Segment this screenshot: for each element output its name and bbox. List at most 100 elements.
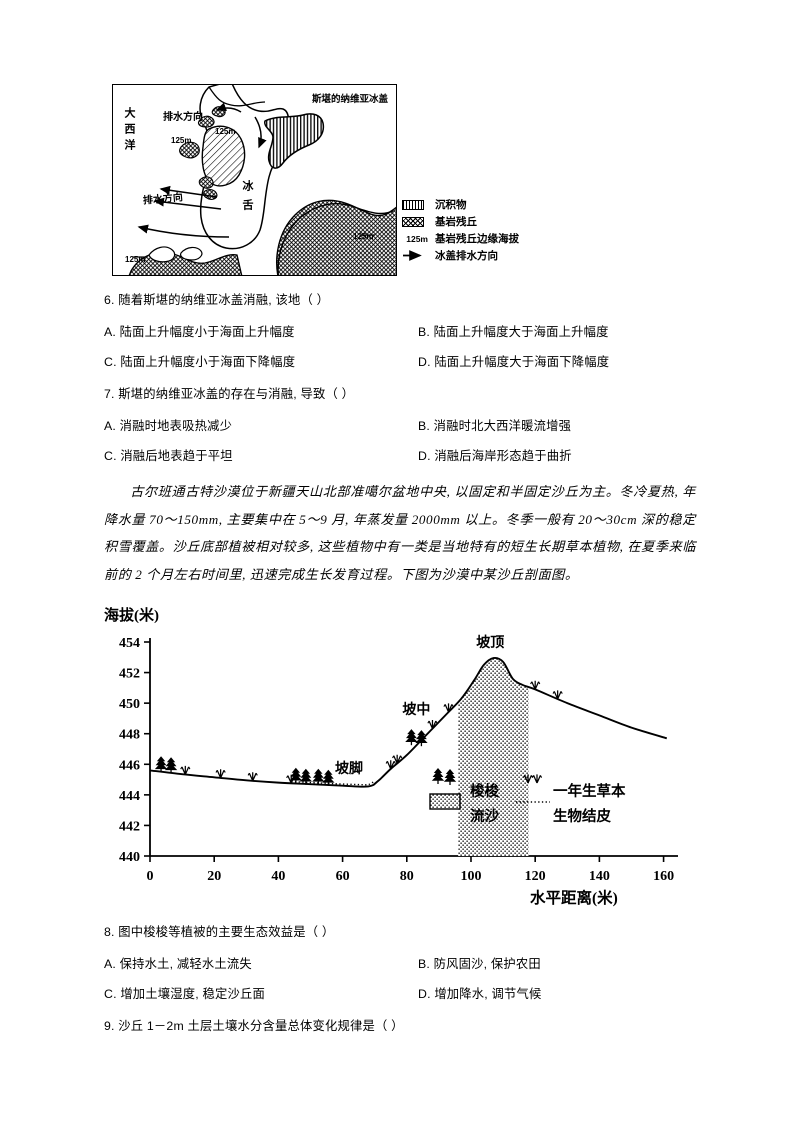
- legend-label-bedrock: 基岩残丘: [435, 216, 477, 228]
- x-tick-label-140: 140: [589, 869, 610, 884]
- legend-label-sediment: 沉积物: [435, 199, 467, 211]
- legend-row-sediment: 沉积物: [402, 196, 592, 213]
- y-tick-label-448: 448: [119, 728, 140, 743]
- x-tick-label-20: 20: [207, 869, 221, 884]
- question-6-option-d[interactable]: D. 陆面上升幅度大于海面下降幅度: [418, 355, 610, 369]
- biological-crust-line: [291, 780, 376, 786]
- question-8-option-c[interactable]: C. 增加土壤湿度, 稳定沙丘面: [104, 987, 266, 1001]
- x-tick-label-60: 60: [336, 869, 350, 884]
- bedrock-swatch-icon: [402, 216, 428, 227]
- saxaul-tree-icon-3: [404, 728, 429, 747]
- saxaul-tree-icon-1: [289, 767, 313, 786]
- chart-legend-label-annual-herb: 一年生草本: [553, 784, 626, 800]
- sediment-body: [264, 113, 325, 169]
- shoreline-upper: [208, 86, 266, 107]
- bedrock-ridge-line: [277, 203, 394, 275]
- y-tick-label-440: 440: [119, 850, 140, 865]
- saxaul-tree-icon-2: [311, 768, 336, 787]
- sediment-swatch-icon: [402, 199, 428, 210]
- small-rock-d: [198, 176, 214, 189]
- legend-elevation-value: 125m: [406, 233, 428, 244]
- passage-text: 古尔班通古特沙漠位于新疆天山北部准噶尔盆地中央, 以固定和半固定沙丘为主。冬冷夏…: [104, 484, 696, 582]
- question-6-option-c[interactable]: C. 陆面上升幅度小于海面下降幅度: [104, 355, 296, 369]
- question-8-option-b[interactable]: B. 防风固沙, 保护农田: [418, 957, 541, 971]
- annotation-slope-foot: 坡脚: [335, 762, 363, 778]
- annotation-slope-top: 坡顶: [476, 635, 505, 651]
- y-tick-label-452: 452: [119, 667, 140, 682]
- x-axis-title: 水平距离(米): [530, 890, 618, 907]
- small-rock-c: [179, 141, 200, 159]
- drainage-arrow-left-2: [153, 197, 222, 210]
- elevation-label-c: 125m: [353, 232, 374, 241]
- y-tick-label-446: 446: [119, 758, 140, 773]
- question-6-option-a[interactable]: A. 陆面上升幅度小于海面上升幅度: [104, 325, 295, 339]
- legend-row-bedrock: 基岩残丘: [402, 213, 592, 230]
- small-rock-a: [197, 115, 215, 128]
- map-frame: 斯堪的纳维亚冰盖 大西洋 排水方向 排水方向 冰舌 125m 125m 125m…: [112, 84, 397, 276]
- map-drawing: [128, 85, 396, 275]
- arrow-icon: [402, 250, 428, 261]
- legend-saxaul-icon: [431, 767, 445, 785]
- annual-herb-icon-2: [247, 771, 258, 782]
- atlantic-ocean-label: 大西洋: [123, 107, 135, 155]
- annotation-mid-slope: 坡中: [402, 702, 431, 718]
- bedrock-hole-a: [148, 246, 176, 263]
- drainage-arrow-left-1: [159, 185, 218, 198]
- question-6-option-b[interactable]: B. 陆面上升幅度大于海面上升幅度: [418, 325, 609, 339]
- question-6-stem: 6. 随着斯堪的纳维亚冰盖消融, 该地（ ）: [104, 293, 330, 307]
- question-7-option-c[interactable]: C. 消融后地表趋于平坦: [104, 449, 233, 463]
- drainage-direction-label-top: 排水方向: [163, 112, 203, 123]
- question-7-option-a[interactable]: A. 消融时地表吸热减少: [104, 419, 233, 433]
- map-legend: 沉积物 基岩残丘 125m 基岩残丘边缘海拔 冰盖排水方向: [402, 196, 592, 264]
- flowing-sand-fill: [458, 657, 529, 856]
- chart-legend-group: [429, 767, 550, 810]
- legend-row-drainage: 冰盖排水方向: [402, 247, 592, 264]
- terrain-profile-line: [149, 656, 668, 788]
- map-title: 斯堪的纳维亚冰盖: [311, 94, 388, 105]
- chart-canvas: 440 442 444 446 448 450 452 454 0 20 40 60 80 100 120 1…: [119, 636, 678, 884]
- y-axis-title: 海拔(米): [104, 608, 159, 624]
- saxaul-glyph: [164, 756, 178, 774]
- question-8-option-a[interactable]: A. 保持水土, 减轻水土流失: [104, 957, 252, 971]
- x-tick-label-80: 80: [400, 869, 414, 884]
- x-tick-label-120: 120: [525, 869, 546, 884]
- drainage-arrow-inner: [254, 116, 267, 149]
- ice-tongue-label: 冰舌: [241, 180, 253, 218]
- y-tick-label-454: 454: [119, 636, 140, 651]
- y-tick-label-450: 450: [119, 697, 140, 712]
- legend-label-drainage: 冰盖排水方向: [435, 250, 498, 262]
- question-7-option-b[interactable]: B. 消融时北大西洋暖流增强: [418, 419, 572, 433]
- question-7-option-d[interactable]: D. 消融后海岸形态趋于曲折: [418, 449, 572, 463]
- question-8-stem: 8. 图中梭梭等植被的主要生态效益是（ ）: [104, 925, 335, 939]
- drainage-arrow-left-3: [137, 224, 230, 238]
- annual-herb-icon-0: [180, 765, 191, 776]
- scandinavian-ice-sheet-map: 斯堪的纳维亚冰盖 大西洋 排水方向 排水方向 冰舌 125m 125m 125m…: [112, 84, 397, 276]
- dune-profile-chart: 海拔(米) 水平距离(米) 440 442 444 446 448 450 452 454 0: [98, 604, 698, 909]
- elevation-label-a: 125m: [171, 136, 192, 145]
- legend-label-elevation: 基岩残丘边缘海拔: [435, 233, 519, 245]
- y-tick-label-442: 442: [119, 819, 140, 834]
- elevation-label-b: 125m: [215, 127, 236, 136]
- hatched-residual-hill: [201, 125, 246, 187]
- question-9-stem: 9. 沙丘 1－2m 土层土壤水分含量总体变化规律是（ ）: [104, 1019, 404, 1033]
- bedrock-mass-right: [276, 199, 396, 275]
- question-8-option-d[interactable]: D. 增加降水, 调节气候: [418, 987, 542, 1001]
- question-7-stem: 7. 斯堪的纳维亚冰盖的存在与消融, 导致（ ）: [104, 387, 355, 401]
- elevation-label-d: 125m: [125, 255, 146, 264]
- y-tick-label-444: 444: [119, 789, 140, 804]
- annual-herb-icon-4: [385, 759, 396, 770]
- x-tick-label-100: 100: [460, 869, 481, 884]
- bedrock-hole-b: [180, 246, 203, 261]
- annual-herb-icon-1: [215, 768, 226, 779]
- legend-annual-herb-icon-2: [531, 773, 543, 784]
- x-tick-label-0: 0: [147, 869, 154, 884]
- chart-legend-label-flowing-sand: 流沙: [470, 809, 499, 825]
- chart-legend-label-saxaul: 梭梭: [470, 784, 499, 800]
- legend-row-elevation: 125m 基岩残丘边缘海拔: [402, 230, 592, 247]
- chart-legend-label-biocrust: 生物结皮: [553, 809, 611, 825]
- x-tick-label-40: 40: [271, 869, 285, 884]
- legend-flowing-sand-swatch: [429, 793, 461, 810]
- drainage-arrow-top: [215, 102, 242, 113]
- x-tick-label-160: 160: [653, 869, 674, 884]
